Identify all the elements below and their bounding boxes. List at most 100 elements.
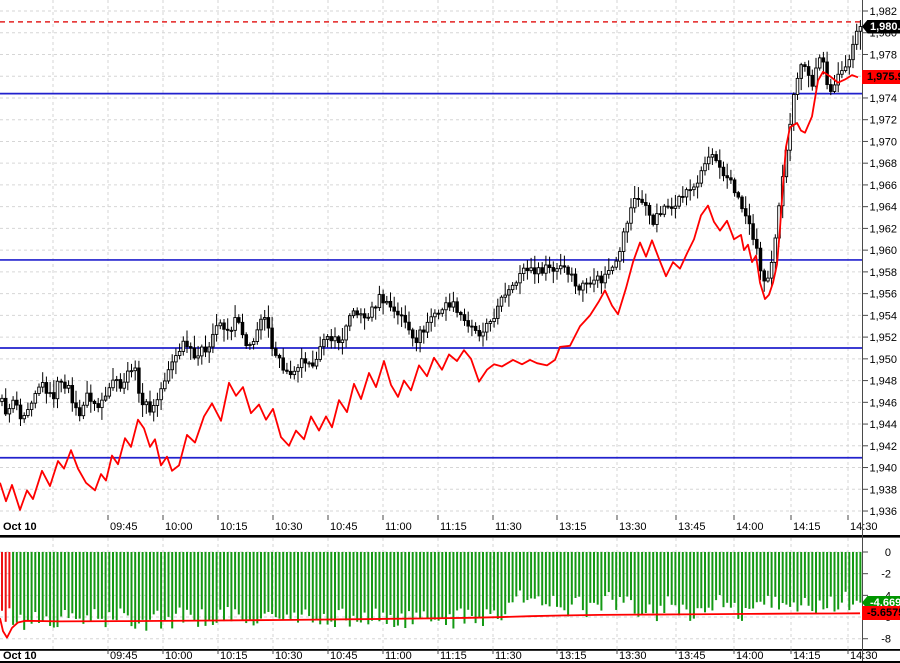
time-tick-label: 09:45	[110, 521, 138, 533]
histogram-bar	[400, 552, 403, 614]
histogram-bar	[822, 552, 825, 610]
candle-body	[444, 302, 448, 311]
candle-body	[669, 206, 674, 209]
histogram-bar	[385, 552, 388, 624]
histogram-bar	[489, 552, 492, 614]
time-tick-label: 14:15	[793, 521, 821, 533]
histogram-bar	[182, 552, 185, 623]
time-tick-label: 13:30	[619, 650, 647, 662]
candle-body	[492, 317, 496, 323]
time-tick-label: 10:15	[220, 521, 248, 533]
time-tick-label: 13:45	[678, 650, 706, 662]
candle-body	[259, 318, 263, 331]
histogram-bar	[770, 552, 773, 608]
histogram-bar	[356, 552, 359, 622]
date-label: Oct 10	[3, 521, 37, 533]
candle-body	[547, 264, 552, 269]
candle-body	[103, 395, 108, 401]
histogram-bar	[718, 552, 721, 596]
histogram-bar	[445, 552, 447, 625]
date-label: Oct 10	[3, 650, 37, 662]
histogram-bar	[371, 552, 373, 621]
candle-body	[699, 170, 704, 184]
candle-body	[829, 84, 833, 92]
candle-body	[174, 355, 178, 363]
histogram-bar	[404, 552, 407, 629]
candle-body	[525, 267, 530, 272]
candle-body	[200, 346, 204, 357]
histogram-bar	[197, 552, 200, 627]
candle-body	[644, 202, 648, 206]
price-tick-label: 1,956	[869, 289, 897, 301]
panel-separator	[0, 535, 900, 538]
candle-body	[322, 339, 326, 348]
time-tick-label: 10:45	[330, 521, 358, 533]
histogram-bar	[611, 552, 614, 600]
candle-body	[366, 316, 371, 319]
candle-body	[714, 154, 718, 162]
histogram-bar	[452, 552, 455, 629]
candle-body	[285, 369, 289, 372]
candle-body	[373, 306, 378, 309]
candle-body	[477, 330, 482, 337]
candle-body	[732, 179, 737, 194]
histogram-bar	[241, 552, 244, 620]
histogram-bar	[482, 552, 484, 626]
candle-body	[473, 325, 478, 331]
histogram-bar	[800, 552, 803, 606]
candle-body	[433, 312, 437, 318]
histogram-bar	[396, 552, 399, 626]
histogram-bar	[626, 552, 629, 597]
histogram-bar	[463, 552, 466, 624]
candle-body	[751, 223, 755, 240]
price-tick-label: 1,950	[869, 354, 897, 366]
histogram-bar	[75, 552, 77, 619]
time-tick-label: 10:15	[220, 650, 248, 662]
candle-body	[806, 66, 811, 76]
histogram-bar	[245, 552, 248, 624]
histogram-bar	[345, 552, 348, 621]
candle-body	[858, 26, 863, 32]
candle-body	[451, 301, 456, 308]
histogram-bar	[752, 552, 755, 609]
candle-body	[63, 381, 67, 389]
histogram-bar	[707, 552, 710, 608]
candle-body	[211, 333, 215, 348]
candle-body	[351, 310, 356, 317]
histogram-bar	[352, 552, 355, 616]
candle-body	[318, 346, 322, 360]
histogram-bar	[193, 552, 196, 621]
candle-body	[81, 404, 86, 417]
histogram-bar	[63, 552, 66, 611]
signal-red-line	[0, 612, 861, 639]
histogram-bar	[152, 552, 155, 615]
histogram-bar	[759, 552, 762, 602]
candle-body	[488, 321, 493, 324]
candle-body	[695, 182, 700, 188]
panel-separator	[0, 649, 900, 651]
candle-body	[599, 275, 604, 284]
time-tick-label: 10:30	[275, 650, 303, 662]
histogram-bar	[19, 552, 22, 615]
histogram-bar	[744, 552, 747, 608]
histogram-bar	[248, 552, 251, 620]
candle-body	[455, 301, 459, 313]
candle-body	[118, 379, 123, 389]
histogram-bar	[600, 552, 603, 611]
histogram-bar	[419, 552, 422, 619]
candle-body	[163, 380, 167, 390]
histogram-bar	[12, 552, 15, 625]
histogram-bar	[359, 552, 362, 623]
candle-body	[651, 214, 655, 225]
candle-body	[26, 409, 30, 416]
candle-body	[592, 279, 596, 285]
candle-body	[92, 400, 97, 405]
candle-body	[185, 340, 189, 348]
candle-body	[396, 310, 400, 316]
candle-body	[655, 213, 659, 225]
candle-body	[196, 355, 200, 359]
histogram-bar	[315, 552, 318, 620]
histogram-bar	[844, 552, 847, 592]
histogram-bar	[308, 552, 311, 617]
